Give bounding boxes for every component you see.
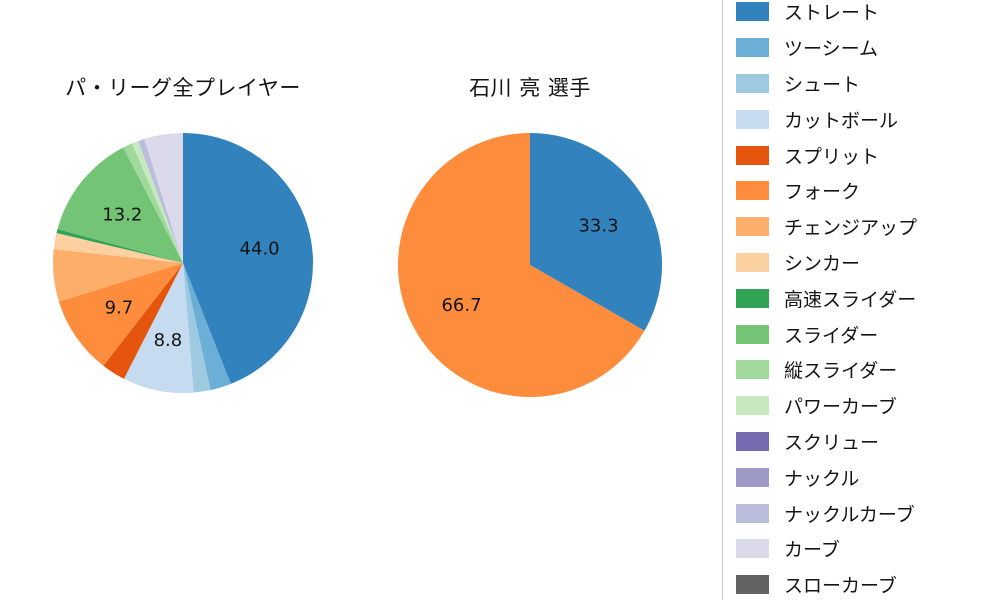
legend-label: ストレート	[784, 2, 880, 25]
pie-slice-8	[56, 229, 183, 263]
legend-label: スライダー	[784, 324, 879, 347]
legend-item-2: シュート	[723, 66, 1000, 102]
pie-slice-9	[57, 147, 183, 263]
legend-item-8: 高速スライダー	[723, 280, 1000, 316]
pitch-type-legend: ストレートツーシームシュートカットボール スプリットフォークチェンジアップ シンカー…	[722, 0, 1000, 600]
legend-color-swatch	[736, 324, 769, 344]
pie-slice-14	[138, 138, 183, 263]
pie-slice-1	[397, 133, 645, 397]
legend-item-10: 縦スライダー	[723, 352, 1000, 388]
legend-color-swatch	[736, 467, 769, 487]
legend-item-16: スローカーブ	[723, 567, 1000, 600]
pie-slice-7	[53, 233, 184, 263]
legend-label: 縦スライダー	[784, 360, 898, 383]
legend-label: スクリュー	[784, 431, 880, 454]
legend-item-12: スクリュー	[723, 424, 1000, 460]
legend-color-swatch	[736, 503, 769, 523]
legend-color-swatch	[736, 73, 769, 93]
pie-chart-pa-league: 44.0 8.8 9.7 13.2	[52, 133, 314, 394]
legend-label: ツーシーム	[784, 38, 879, 61]
legend-item-11: パワーカーブ	[723, 388, 1000, 424]
legend-color-swatch	[736, 360, 769, 380]
legend-color-swatch	[736, 145, 769, 165]
legend-item-9: スライダー	[723, 316, 1000, 352]
legend-label: カットボール	[784, 109, 899, 132]
legend-item-13: ナックル	[723, 459, 1000, 495]
legend-item-1: ツーシーム	[723, 30, 1000, 66]
legend-color-swatch	[736, 2, 769, 22]
legend-color-swatch	[736, 181, 769, 201]
pie-slice-0	[530, 133, 662, 331]
legend-label: 高速スライダー	[784, 288, 917, 311]
legend-label: ナックル	[784, 467, 860, 490]
legend-item-7: シンカー	[723, 245, 1000, 281]
legend-color-swatch	[736, 217, 769, 237]
pie-slice-11	[132, 140, 183, 263]
legend-label: パワーカーブ	[784, 396, 897, 419]
pie-slice-0	[183, 133, 314, 384]
pie-slice-2	[183, 263, 211, 393]
pie-slice-3	[123, 263, 194, 394]
legend-color-swatch	[736, 396, 769, 416]
pie-slice-10	[123, 143, 183, 263]
legend-item-15: カーブ	[723, 531, 1000, 567]
pie-slice-5	[58, 263, 183, 366]
legend-color-swatch	[736, 38, 769, 58]
pie-value-label: 8.8	[154, 330, 183, 351]
legend-item-14: ナックルカーブ	[723, 495, 1000, 531]
legend-color-swatch	[736, 575, 769, 595]
legend-label: スプリット	[784, 145, 880, 168]
legend-label: シュート	[784, 73, 861, 96]
pie-value-label: 13.2	[102, 204, 142, 225]
legend-label: フォーク	[784, 181, 861, 204]
legend-color-swatch	[736, 109, 769, 129]
legend-color-swatch	[736, 288, 769, 308]
pie-value-label: 33.3	[578, 216, 618, 237]
legend-item-6: チェンジアップ	[723, 209, 1000, 245]
legend-color-swatch	[736, 252, 769, 272]
pie-slice-6	[52, 249, 183, 302]
legend-color-swatch	[736, 539, 769, 559]
chart-title-pa-league: パ・リーグ全プレイヤー	[65, 76, 301, 100]
pie-value-label: 66.7	[441, 295, 481, 316]
legend-item-4: スプリット	[723, 137, 1000, 173]
legend-item-0: ストレート	[723, 0, 1000, 30]
pie-slice-15	[144, 133, 183, 263]
legend-item-3: カットボール	[723, 101, 1000, 137]
legend-label: スローカーブ	[784, 575, 897, 598]
chart-title-player: 石川 亮 選手	[469, 76, 591, 100]
legend-label: シンカー	[784, 252, 861, 275]
pie-chart-player: 33.3 66.7	[397, 133, 662, 397]
legend-color-swatch	[736, 431, 769, 451]
legend-label: チェンジアップ	[784, 217, 918, 240]
pie-value-label: 44.0	[240, 239, 280, 260]
legend-label: ナックルカーブ	[784, 503, 915, 526]
legend-label: カーブ	[784, 539, 840, 562]
pie-slice-1	[183, 263, 231, 391]
pie-slice-4	[103, 263, 183, 379]
legend-item-5: フォーク	[723, 173, 1000, 209]
pie-value-label: 9.7	[105, 298, 134, 319]
